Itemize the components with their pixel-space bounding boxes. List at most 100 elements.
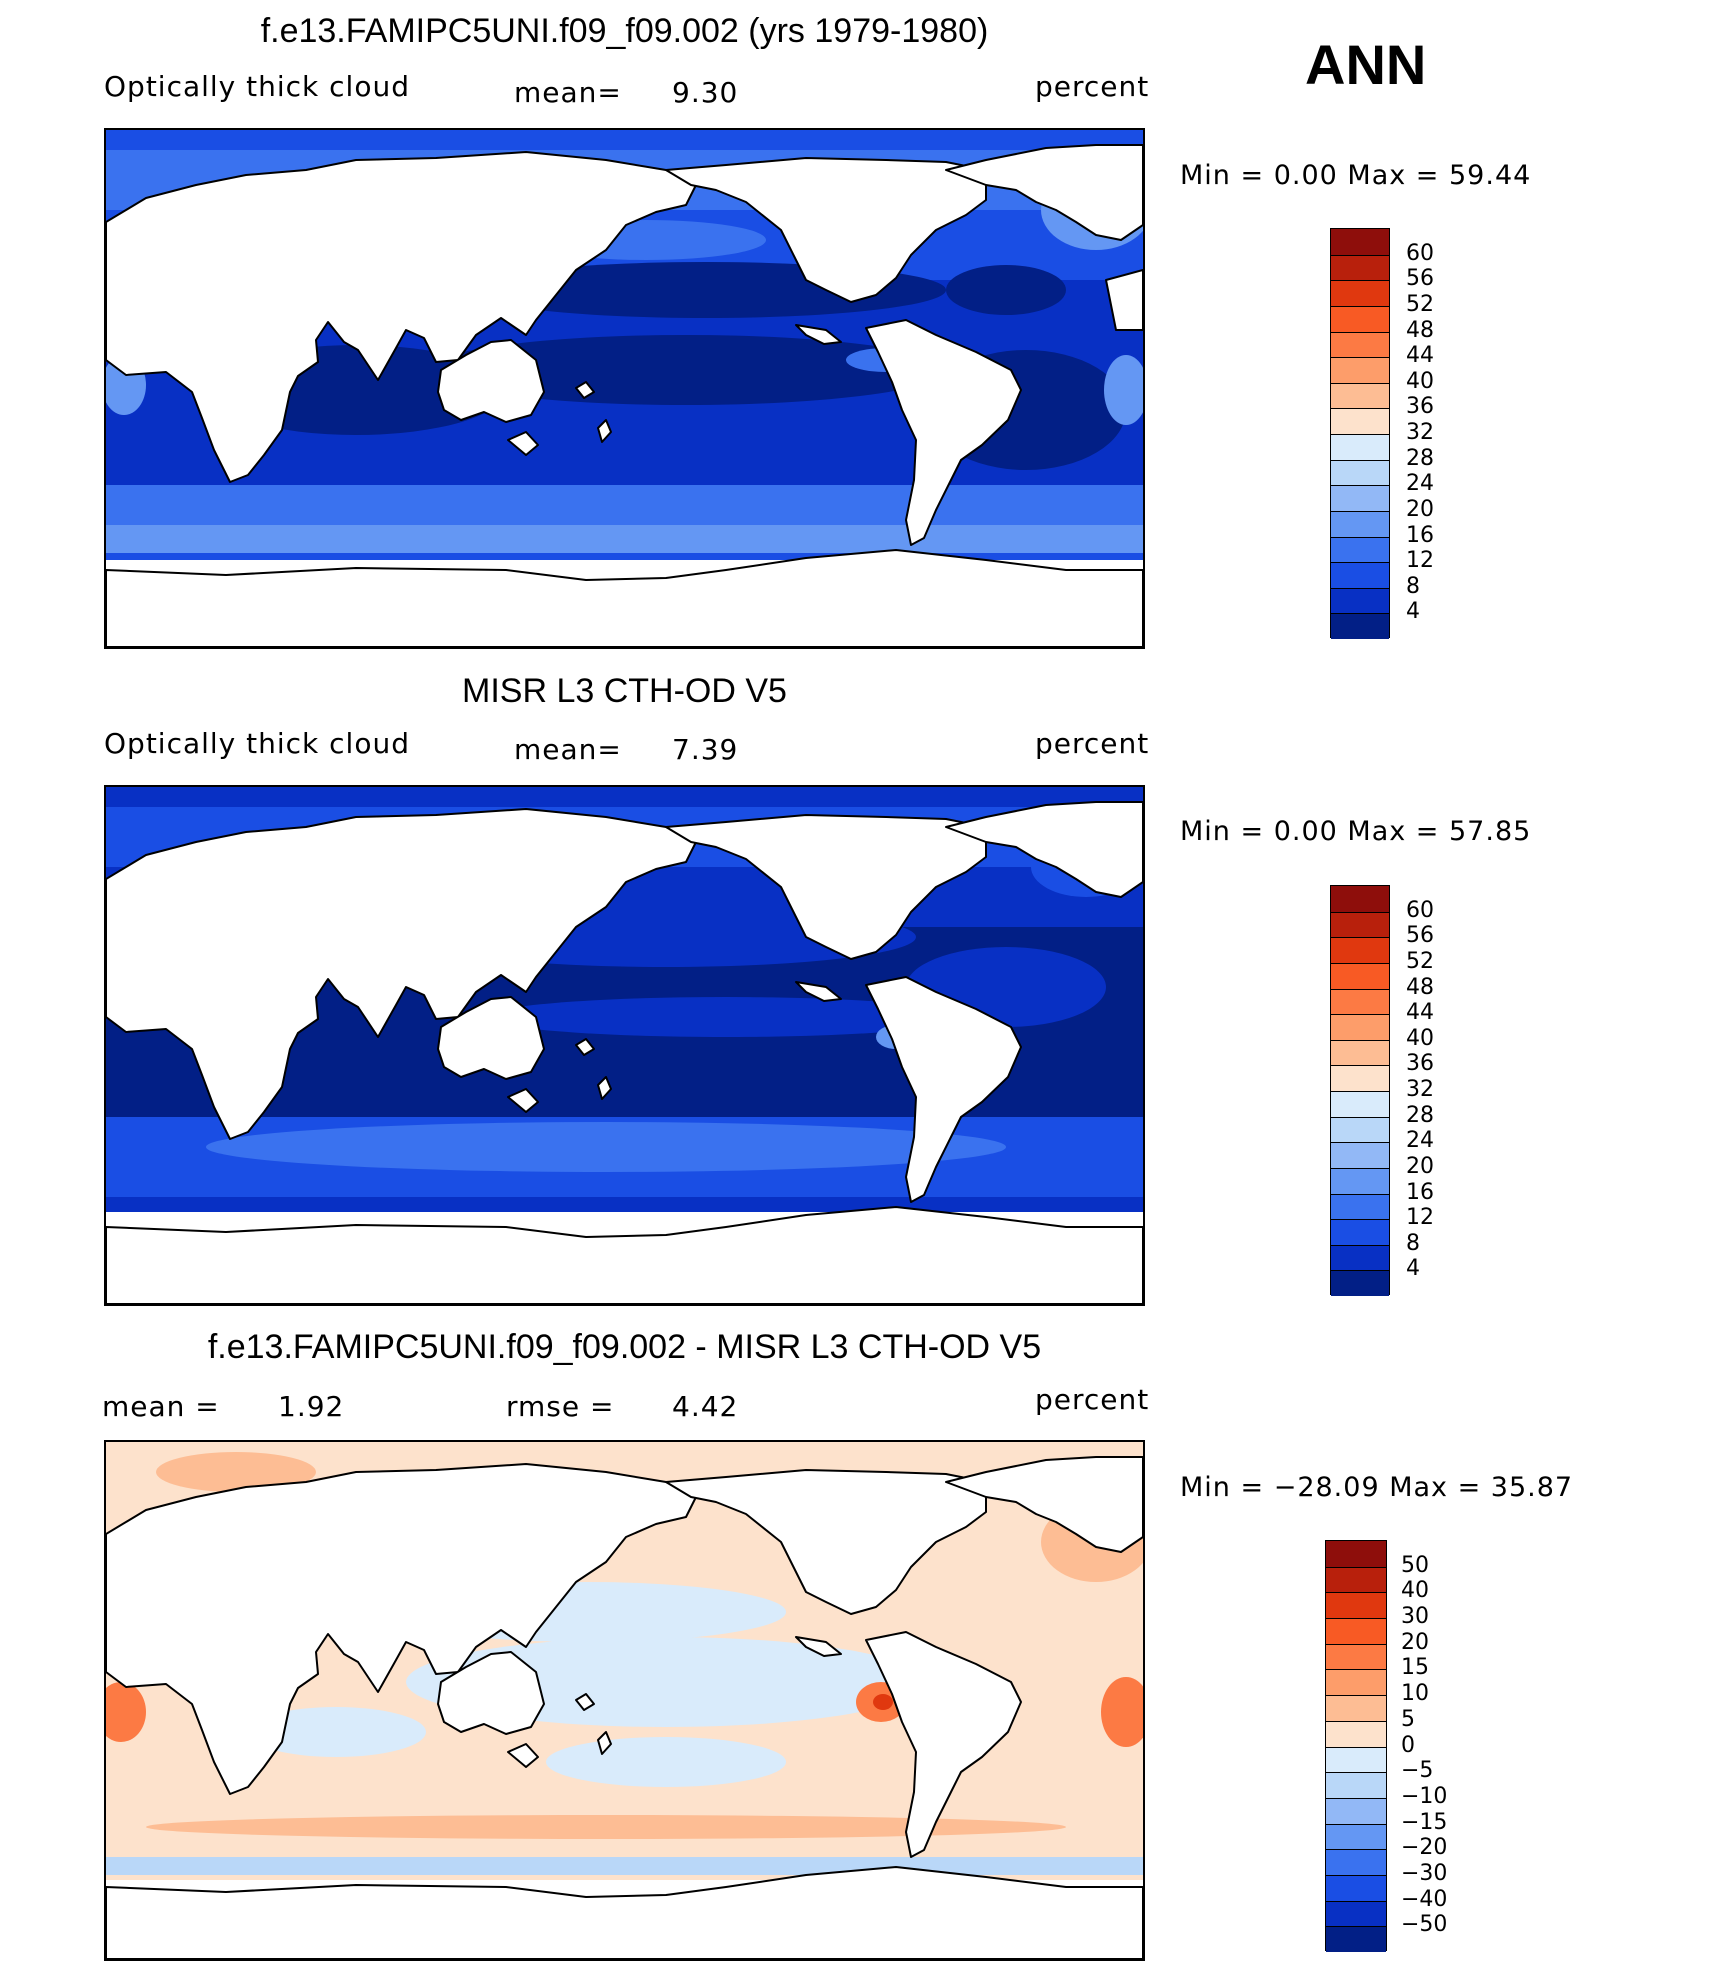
colorbar-cell [1331, 280, 1389, 306]
colorbar-cell [1326, 1797, 1386, 1824]
panel2-variable: Optically thick cloud [104, 727, 410, 760]
colorbar-tick-label: 0 [1401, 1732, 1415, 1758]
colorbar-tick-label: 50 [1401, 1552, 1429, 1578]
colorbar-tick-label: 28 [1406, 1102, 1434, 1128]
colorbar-tick-label: −30 [1401, 1860, 1448, 1886]
colorbar-tick-label: 12 [1406, 1205, 1434, 1231]
colorbar-tick-label: 52 [1406, 948, 1434, 974]
colorbar-cell [1326, 1900, 1386, 1927]
colorbar-cell [1326, 1566, 1386, 1593]
colorbar-tick-label: 16 [1406, 522, 1434, 548]
colorbar-cell [1331, 937, 1389, 963]
colorbar-cell [1331, 1193, 1389, 1220]
colorbar-tick-label: 56 [1406, 923, 1434, 949]
colorbar-tick-label: 12 [1406, 548, 1434, 574]
colorbar-cell [1331, 510, 1389, 537]
colorbar-tick-label: 36 [1406, 1051, 1434, 1077]
panel3-minmax: Min = −28.09 Max = 35.87 [1180, 1472, 1574, 1503]
colorbar-tick-label: 20 [1406, 1153, 1434, 1179]
colorbar-tick-label: −10 [1401, 1783, 1448, 1809]
colorbar-cell [1331, 305, 1389, 332]
panel2-land [106, 801, 1143, 1304]
colorbar-tick-label: 8 [1406, 1230, 1420, 1256]
colorbar-cell [1331, 1167, 1389, 1194]
colorbar-cell [1331, 382, 1389, 409]
colorbar-cell [1326, 1720, 1386, 1747]
colorbar-cell [1331, 911, 1389, 938]
panel3-mean-value: 1.92 [278, 1390, 345, 1423]
panel1-minmax: Min = 0.00 Max = 59.44 [1180, 160, 1532, 191]
panel2-map [104, 785, 1145, 1306]
colorbar-cell [1331, 434, 1389, 460]
colorbar-tick-label: 52 [1406, 291, 1434, 317]
panel3-land [106, 1456, 1143, 1959]
panel1-mean-value: 9.30 [672, 76, 739, 109]
colorbar-tick-label: 8 [1406, 573, 1420, 599]
colorbar-cell [1326, 1823, 1386, 1850]
panel3-colorbar [1325, 1540, 1387, 1952]
panel2-title: MISR L3 CTH-OD V5 [462, 672, 787, 710]
colorbar-cell [1331, 613, 1389, 639]
colorbar-cell [1331, 1091, 1389, 1117]
colorbar-tick-label: 48 [1406, 974, 1434, 1000]
colorbar-cell [1331, 1014, 1389, 1040]
colorbar-tick-label: 56 [1406, 266, 1434, 292]
colorbar-cell [1331, 254, 1389, 281]
colorbar-tick-label: 32 [1406, 420, 1434, 445]
colorbar-cell [1326, 1695, 1386, 1721]
colorbar-cell [1331, 988, 1389, 1015]
colorbar-cell [1326, 1849, 1386, 1875]
colorbar-tick-label: 24 [1406, 1128, 1434, 1154]
colorbar-cell [1326, 1926, 1386, 1952]
colorbar-cell [1326, 1592, 1386, 1619]
colorbar-tick-label: 48 [1406, 317, 1434, 343]
colorbar-tick-label: 10 [1401, 1681, 1429, 1707]
colorbar-tick-label: −15 [1401, 1809, 1448, 1835]
colorbar-cell [1331, 485, 1389, 511]
colorbar-cell [1331, 1142, 1389, 1168]
colorbar-cell [1331, 459, 1389, 486]
colorbar-cell [1331, 587, 1389, 614]
colorbar-cell [1326, 1618, 1386, 1644]
panel1-land [106, 144, 1143, 647]
colorbar-tick-label: 60 [1406, 240, 1434, 266]
colorbar-tick-label: 28 [1406, 445, 1434, 471]
panel3-title: f.e13.FAMIPC5UNI.f09_f09.002 - MISR L3 C… [207, 1328, 1042, 1366]
colorbar-tick-label: 44 [1406, 1000, 1434, 1026]
colorbar-tick-label: 24 [1406, 471, 1434, 497]
colorbar-tick-label: 20 [1401, 1629, 1429, 1655]
panel1-variable: Optically thick cloud [104, 70, 410, 103]
panel3-map [104, 1440, 1145, 1961]
panel1-units: percent [1035, 70, 1150, 103]
colorbar-tick-label: 4 [1406, 1256, 1420, 1282]
colorbar-cell [1326, 1669, 1386, 1696]
colorbar-tick-label: 16 [1406, 1179, 1434, 1205]
colorbar-cell [1331, 962, 1389, 989]
panel2-mean-label: mean= [514, 733, 622, 766]
colorbar-cell [1331, 1270, 1389, 1296]
colorbar-cell [1326, 1643, 1386, 1670]
colorbar-tick-label: −50 [1401, 1912, 1448, 1938]
colorbar-cell [1331, 1116, 1389, 1143]
panel2-units: percent [1035, 727, 1150, 760]
colorbar-tick-label: 4 [1406, 599, 1420, 625]
colorbar-cell [1331, 886, 1389, 912]
colorbar-tick-label: 20 [1406, 496, 1434, 522]
colorbar-cell [1331, 536, 1389, 563]
panel3-units: percent [1035, 1383, 1150, 1416]
colorbar-cell [1331, 1065, 1389, 1091]
panel1-mean-label: mean= [514, 76, 622, 109]
colorbar-tick-label: 40 [1401, 1578, 1429, 1604]
colorbar-cell [1326, 1746, 1386, 1773]
colorbar-tick-label: 5 [1401, 1706, 1415, 1732]
colorbar-cell [1331, 331, 1389, 358]
colorbar-cell [1331, 229, 1389, 255]
colorbar-tick-label: 36 [1406, 394, 1434, 420]
colorbar-tick-label: 60 [1406, 897, 1434, 923]
colorbar-tick-label: −40 [1401, 1886, 1448, 1912]
colorbar-cell [1331, 1219, 1389, 1245]
colorbar-tick-label: 44 [1406, 343, 1434, 369]
panel2-mean-value: 7.39 [672, 733, 739, 766]
colorbar-tick-label: −20 [1401, 1835, 1448, 1861]
colorbar-tick-label: 30 [1401, 1604, 1429, 1630]
